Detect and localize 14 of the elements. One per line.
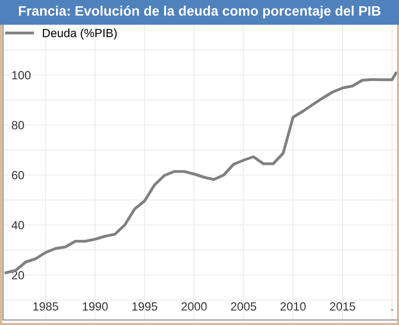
y-tick-label: 100 — [12, 71, 31, 80]
y-tick-label: 80 — [12, 121, 24, 130]
x-tick-label: 1985 — [33, 302, 58, 311]
x-tick-label: 1995 — [132, 302, 158, 311]
x-tick-label: 1990 — [82, 302, 108, 311]
legend-label: Deuda (%PIB) — [42, 28, 117, 40]
x-tick-label: 2010 — [280, 302, 306, 311]
x-tick-label: 2015 — [330, 302, 356, 311]
chart-title: Francia: Evolución de la deuda como porcentaje del PIB — [18, 6, 380, 18]
x-tick-label: . — [391, 309, 393, 310]
x-tick-label: 2005 — [231, 302, 256, 311]
y-tick-label: 60 — [12, 171, 24, 180]
x-tick-label: 2000 — [182, 302, 207, 311]
y-tick-label: 40 — [12, 221, 24, 230]
